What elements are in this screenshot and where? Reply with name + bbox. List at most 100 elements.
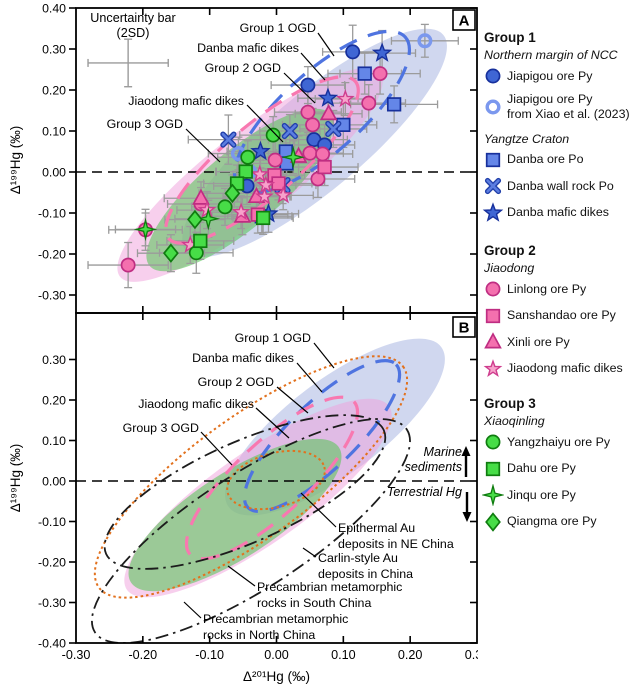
annotation-leader (317, 32, 335, 57)
qiangma-ore-py-point (163, 243, 179, 263)
annotation: Carlin-style Au (318, 551, 398, 565)
annotation-leader (255, 407, 290, 439)
legend-item-label: Qiangma ore Py (507, 514, 597, 529)
y-axis-title-b: Δ¹⁹⁹Hg (‰) (8, 444, 23, 513)
legend-item-label: Sanshandao ore Py (507, 308, 616, 323)
legend-marker (486, 179, 500, 193)
x-tick-label: 0.10 (331, 648, 356, 662)
legend: Group 1 Northern margin of NCC Jiapigou or… (482, 30, 639, 535)
jiaodong-mafic-dikes-point (256, 175, 276, 194)
legend-item-label: Danba ore Po (507, 152, 584, 167)
qiangma-ore-py-point (187, 209, 203, 230)
panel-label: B (459, 320, 470, 337)
carlin-style-au-china-outline (93, 355, 409, 599)
legend-item: Jiapigou ore Py (482, 63, 639, 90)
legend-header: Group 2 (484, 243, 536, 258)
data-points (120, 33, 433, 273)
legend-region-label: Yangtze Craton (484, 131, 570, 146)
annotation: Epithermal Au (338, 521, 415, 535)
linlong-ore-py-point (361, 95, 377, 111)
annotation: Danba mafic dikes (192, 351, 294, 365)
annotation: Group 2 OGD (205, 61, 281, 75)
annotation-leader (185, 128, 221, 163)
legend-item: Danba wall rock Po (482, 173, 639, 200)
y-tick-label: 0.20 (42, 393, 66, 407)
annotation: rocks in South China (257, 596, 371, 610)
linlong-ore-py-point (120, 257, 136, 273)
sanshandao-ore-py-point (317, 159, 332, 175)
legend-marker (485, 434, 501, 450)
legend-region-label: Northern margin of NCC (484, 48, 618, 62)
square-marker-icon (485, 461, 501, 476)
legend-item: Danba mafic dikes (482, 200, 639, 227)
precambrian-south-china-outline (103, 414, 387, 570)
legend-region-label: Jiaodong (484, 261, 535, 275)
jiapigou-ore-py-point (345, 44, 361, 60)
linlong-ore-py-point (267, 152, 283, 168)
group3-ogd-fill (128, 438, 342, 592)
square-marker-icon (485, 152, 501, 167)
legend-item: Jinqu ore Py (482, 482, 639, 509)
legend-item-label: Jiapigou ore Py (507, 68, 593, 83)
xmark-marker-icon (484, 178, 502, 195)
terrestrial-hg-label: Terrestrial Hg (387, 485, 462, 499)
annotation: Jiaodong mafic dikes (138, 397, 254, 411)
triangle-marker-icon (484, 332, 502, 349)
dahu-ore-py-point (238, 164, 253, 179)
y-tick-label: 0.10 (42, 124, 66, 138)
legend-marker (485, 511, 501, 532)
y-tick-label: -0.20 (38, 247, 66, 261)
annotation: deposits in NE China (338, 537, 454, 551)
danba-mafic-dikes-point (371, 42, 393, 62)
y-tick-label: 0.00 (42, 165, 66, 179)
annotation: Danba mafic dikes (197, 41, 299, 55)
y-tick-label: -0.20 (38, 555, 66, 569)
annotation-leader (200, 431, 233, 466)
legend-item-label: Linlong ore Py (507, 281, 587, 296)
xinli-ore-py-point (192, 188, 210, 205)
x-tick-label: -0.20 (128, 648, 157, 662)
legend-item-label: Jiaodong mafic dikes (507, 361, 623, 376)
jiapigou-ore-py-point (300, 77, 316, 93)
danba-ore-po-point (357, 66, 372, 81)
annotation-leader (283, 72, 316, 104)
legend-region-label: Xiaoqinling (484, 414, 545, 428)
legend-item: Danba ore Po (482, 147, 639, 174)
danba-wall-rock-po-point (326, 122, 341, 136)
jinqu-ore-py-point (196, 206, 221, 231)
annotation-leader (300, 52, 326, 81)
circle-marker-icon (485, 434, 501, 450)
annotation-leader (300, 492, 337, 528)
danba-wall-rock-po-point (283, 124, 297, 138)
yangzhaiyu-ore-py-point (188, 245, 204, 261)
annotation: deposits in China (318, 567, 413, 581)
jiaodong-mafic-dikes-point (273, 185, 293, 204)
x-tick-label: 0.00 (264, 648, 289, 662)
series-jinqu-ore-py (133, 145, 305, 242)
annotation-leader (183, 601, 202, 619)
epithermal-au-ne-china-outline (226, 449, 326, 511)
diamond-marker-icon (485, 511, 501, 532)
jiapigou-ore-py-xiao-point (417, 33, 433, 49)
legend-item-label: Xinli ore Py (507, 334, 570, 349)
xinli-ore-py-point (319, 104, 338, 121)
dahu-ore-py-point (255, 210, 271, 226)
legend-marker (483, 358, 503, 377)
linlong-ore-py-point (310, 171, 326, 187)
jiaodong-mafic-dikes-outline (184, 395, 360, 561)
legend-marker (482, 201, 504, 222)
y-tick-label: 0.00 (42, 474, 66, 488)
panel-a: 0.40 0.30 0.20 0.10 0.00 -0.10 -0.20 -0.30 Group… (38, 1, 478, 314)
legend-marker (485, 281, 501, 297)
marine-sediments-label: sediments (405, 460, 463, 474)
danba-mafic-dikes-point (250, 140, 271, 161)
annotation-leader (227, 565, 256, 587)
legend-item: Sanshandao ore Py (482, 303, 639, 330)
annotation: rocks in North China (203, 628, 315, 642)
panel-label-box (452, 9, 476, 31)
x-tick-label: -0.30 (62, 648, 91, 662)
annotation: Group 1 OGD (240, 21, 316, 35)
uncertainty-label: Uncertainty bar (90, 11, 175, 25)
annotation-leader (276, 386, 309, 414)
